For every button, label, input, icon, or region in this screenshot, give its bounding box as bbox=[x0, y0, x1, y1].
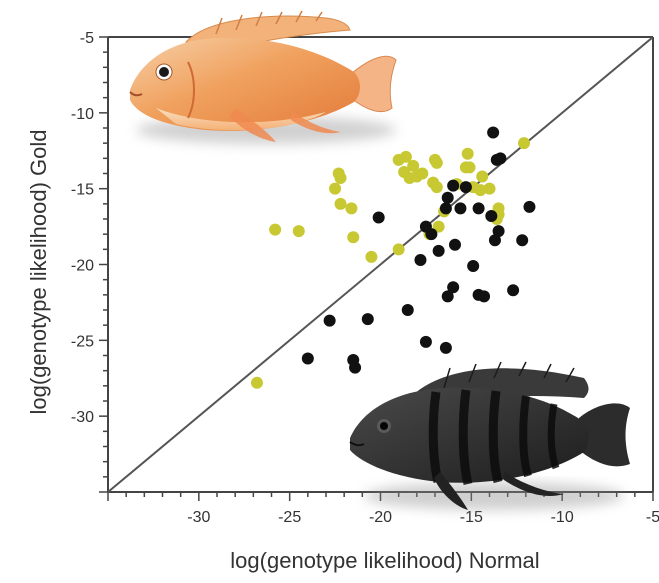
black-data-point bbox=[454, 202, 467, 215]
gold-data-point bbox=[269, 223, 282, 236]
x-tick-label: -15 bbox=[460, 509, 483, 526]
gold-data-point bbox=[476, 170, 489, 183]
gold-data-point bbox=[334, 197, 347, 210]
y-axis-label: log(genotype likelihood) Gold bbox=[26, 130, 51, 415]
gold-data-point bbox=[416, 167, 429, 180]
gold-data-point bbox=[292, 225, 305, 238]
black-data-point bbox=[419, 335, 432, 348]
gold-data-point bbox=[461, 147, 474, 160]
black-data-point bbox=[441, 191, 454, 204]
gold-data-point bbox=[250, 376, 263, 389]
black-data-point bbox=[459, 181, 472, 194]
y-ticks: -5 -10 -15 -20 -25 -30 bbox=[71, 30, 108, 493]
x-axis-label: log(genotype likelihood) Normal bbox=[230, 548, 539, 573]
gold-fish-photo bbox=[129, 10, 397, 144]
black-data-point bbox=[349, 361, 362, 374]
x-tick-label: -20 bbox=[369, 509, 392, 526]
x-tick-label: -30 bbox=[187, 509, 210, 526]
black-data-point bbox=[439, 202, 452, 215]
gold-data-point bbox=[474, 184, 487, 197]
black-data-point bbox=[323, 314, 336, 327]
gold-data-point bbox=[347, 231, 360, 244]
x-tick-label: -5 bbox=[646, 509, 659, 526]
gold-data-point bbox=[430, 181, 443, 194]
black-data-point bbox=[447, 179, 460, 192]
black-data-point bbox=[301, 352, 314, 365]
black-data-point bbox=[372, 211, 385, 224]
black-data-point bbox=[432, 244, 445, 257]
y-tick-label: -10 bbox=[71, 106, 94, 123]
y-tick-label: -20 bbox=[71, 258, 94, 275]
black-data-point bbox=[472, 202, 485, 215]
black-data-point bbox=[523, 200, 536, 213]
gold-data-point bbox=[430, 156, 443, 169]
black-data-point bbox=[488, 234, 501, 247]
black-data-point bbox=[401, 304, 414, 316]
y-tick-label: -5 bbox=[80, 30, 94, 47]
gold-data-point bbox=[399, 150, 412, 163]
black-data-point bbox=[485, 209, 498, 222]
gold-data-point bbox=[463, 161, 476, 174]
gold-data-point bbox=[432, 220, 445, 233]
x-tick-label: -25 bbox=[278, 509, 301, 526]
gold-data-point bbox=[365, 250, 378, 263]
gold-data-point bbox=[518, 137, 531, 150]
gold-data-point bbox=[407, 159, 420, 172]
gold-data-point bbox=[329, 182, 342, 195]
black-barred-fish-photo bbox=[349, 361, 630, 510]
gold-data-point bbox=[334, 172, 347, 185]
black-data-point bbox=[447, 281, 460, 294]
y-tick-label: -15 bbox=[71, 182, 94, 199]
diagonal-reference-line bbox=[107, 36, 654, 493]
black-data-point bbox=[425, 228, 438, 241]
y-tick-label: -25 bbox=[71, 333, 94, 350]
black-data-point bbox=[472, 288, 485, 301]
x-tick-label: -10 bbox=[551, 509, 574, 526]
gold-data-point bbox=[392, 243, 405, 256]
black-data-point bbox=[507, 284, 520, 297]
black-data-point bbox=[467, 260, 480, 273]
black-data-point bbox=[361, 313, 374, 326]
black-data-point bbox=[494, 152, 507, 165]
gold-data-point bbox=[483, 182, 496, 195]
black-data-point bbox=[441, 290, 454, 303]
black-data-point bbox=[448, 238, 461, 251]
black-data-point bbox=[439, 341, 452, 354]
gold-data-point bbox=[345, 202, 358, 215]
data-points bbox=[250, 126, 536, 389]
black-data-point bbox=[516, 234, 529, 247]
black-data-point bbox=[414, 253, 427, 266]
black-data-point bbox=[492, 225, 505, 238]
y-tick-label: -30 bbox=[71, 409, 94, 426]
black-data-point bbox=[487, 126, 500, 139]
